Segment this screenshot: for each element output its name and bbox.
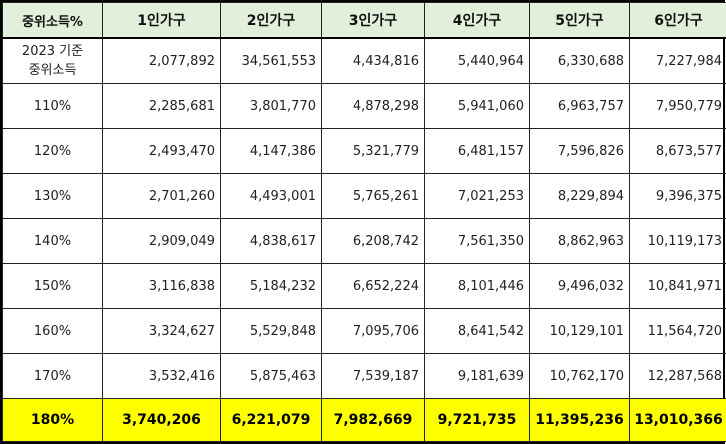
row-label-line: 120% (34, 144, 71, 159)
cell-3-person: 7,095,706 (322, 309, 425, 354)
cell-3-person: 6,208,742 (322, 219, 425, 264)
cell-6-person: 12,287,568 (630, 354, 726, 399)
row-label-line: 110% (34, 99, 71, 114)
cell-1-person: 2,701,260 (103, 174, 221, 219)
header-1-person: 1인가구 (103, 3, 221, 39)
cell-5-person: 10,129,101 (530, 309, 630, 354)
cell-2-person: 3,801,770 (221, 84, 322, 129)
cell-6-person: 10,841,971 (630, 264, 726, 309)
row-label-line: 140% (34, 234, 71, 249)
cell-2-person: 4,838,617 (221, 219, 322, 264)
cell-5-person: 8,229,894 (530, 174, 630, 219)
cell-4-person: 6,481,157 (425, 129, 530, 174)
row-label: 110% (3, 84, 103, 129)
cell-5-person: 10,762,170 (530, 354, 630, 399)
cell-2-person: 34,561,553 (221, 38, 322, 84)
header-median-income-percent: 중위소득% (3, 3, 103, 39)
row-label-line: 150% (34, 279, 71, 294)
cell-1-person: 3,740,206 (103, 399, 221, 442)
cell-5-person: 6,963,757 (530, 84, 630, 129)
row-label: 150% (3, 264, 103, 309)
cell-1-person: 2,077,892 (103, 38, 221, 84)
cell-3-person: 4,434,816 (322, 38, 425, 84)
cell-1-person: 3,532,416 (103, 354, 221, 399)
cell-1-person: 2,493,470 (103, 129, 221, 174)
cell-4-person: 8,101,446 (425, 264, 530, 309)
cell-6-person: 9,396,375 (630, 174, 726, 219)
header-4-person: 4인가구 (425, 3, 530, 39)
cell-2-person: 5,184,232 (221, 264, 322, 309)
cell-3-person: 7,982,669 (322, 399, 425, 442)
cell-3-person: 6,652,224 (322, 264, 425, 309)
header-3-person: 3인가구 (322, 3, 425, 39)
row-label: 130% (3, 174, 103, 219)
cell-6-person: 7,227,984 (630, 38, 726, 84)
cell-1-person: 3,324,627 (103, 309, 221, 354)
row-label-line: 130% (34, 189, 71, 204)
row-label-line: 중위소득 (29, 63, 77, 78)
header-6-person: 6인가구 (630, 3, 726, 39)
cell-2-person: 4,147,386 (221, 129, 322, 174)
cell-4-person: 5,440,964 (425, 38, 530, 84)
cell-6-person: 13,010,366 (630, 399, 726, 442)
row-label: 140% (3, 219, 103, 264)
cell-6-person: 10,119,173 (630, 219, 726, 264)
row-label-line: 180% (31, 412, 74, 428)
row-label: 160% (3, 309, 103, 354)
header-2-person: 2인가구 (221, 3, 322, 39)
row-label-line: 170% (34, 369, 71, 384)
header-row: 중위소득% 1인가구 2인가구 3인가구 4인가구 5인가구 6인가구 (3, 3, 726, 39)
cell-4-person: 9,721,735 (425, 399, 530, 442)
cell-2-person: 4,493,001 (221, 174, 322, 219)
cell-5-person: 8,862,963 (530, 219, 630, 264)
cell-4-person: 5,941,060 (425, 84, 530, 129)
cell-1-person: 2,285,681 (103, 84, 221, 129)
row-label: 120% (3, 129, 103, 174)
cell-3-person: 4,878,298 (322, 84, 425, 129)
row-label: 180% (3, 399, 103, 442)
row-label: 170% (3, 354, 103, 399)
cell-3-person: 5,765,261 (322, 174, 425, 219)
cell-6-person: 8,673,577 (630, 129, 726, 174)
cell-2-person: 6,221,079 (221, 399, 322, 442)
cell-5-person: 6,330,688 (530, 38, 630, 84)
cell-6-person: 11,564,720 (630, 309, 726, 354)
cell-5-person: 11,395,236 (530, 399, 630, 442)
cell-4-person: 8,641,542 (425, 309, 530, 354)
cell-4-person: 7,561,350 (425, 219, 530, 264)
row-label-line: 160% (34, 324, 71, 339)
header-5-person: 5인가구 (530, 3, 630, 39)
cell-6-person: 7,950,779 (630, 84, 726, 129)
cell-1-person: 3,116,838 (103, 264, 221, 309)
cell-2-person: 5,529,848 (221, 309, 322, 354)
cell-2-person: 5,875,463 (221, 354, 322, 399)
cell-1-person: 2,909,049 (103, 219, 221, 264)
cell-3-person: 7,539,187 (322, 354, 425, 399)
cell-5-person: 9,496,032 (530, 264, 630, 309)
cell-3-person: 5,321,779 (322, 129, 425, 174)
cell-4-person: 9,181,639 (425, 354, 530, 399)
row-label-line: 2023 기준 (22, 44, 83, 59)
cell-4-person: 7,021,253 (425, 174, 530, 219)
cell-5-person: 7,596,826 (530, 129, 630, 174)
